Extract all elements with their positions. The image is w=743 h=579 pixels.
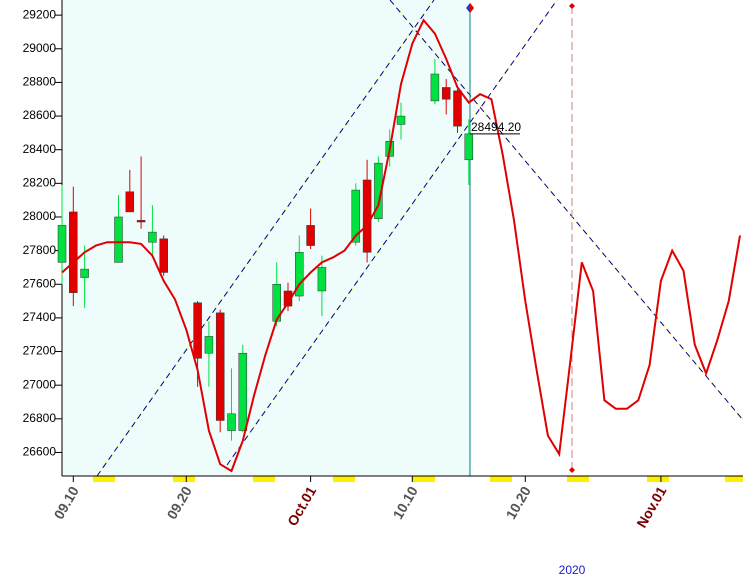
candle-body: [114, 216, 123, 263]
candle-body: [362, 179, 372, 253]
forecast-line: [61, 18, 741, 473]
candle-body: [306, 225, 315, 246]
y-tick-label: 28600: [23, 108, 57, 122]
y-tick-label: 29200: [23, 7, 57, 21]
y-tick-label: 27800: [23, 243, 57, 257]
candle-body: [148, 231, 157, 243]
trend-lines: [96, 0, 743, 477]
candle-body: [227, 413, 236, 431]
candle-body: [351, 189, 361, 243]
candle-body: [193, 302, 202, 359]
x-tick-label: 10.20: [503, 483, 534, 522]
y-tick-label: 29000: [23, 41, 57, 55]
x-tick-label: Oct.01: [284, 483, 319, 528]
marker: [569, 467, 575, 473]
candle-body: [396, 115, 406, 125]
x-tick-label: 10.10: [390, 483, 421, 522]
candle-body: [430, 73, 440, 102]
candle-body: [441, 87, 451, 100]
y-tick-label: 27000: [23, 377, 57, 391]
marker: [569, 3, 575, 9]
candle-body: [125, 191, 135, 213]
y-tick-label: 27600: [23, 276, 57, 290]
candle-body: [204, 336, 214, 354]
candle-body: [69, 211, 78, 293]
candle-body: [283, 290, 293, 307]
x-tick-label: 09.20: [164, 483, 195, 522]
price-label: 28494.20: [471, 120, 521, 134]
candle-body: [374, 162, 383, 219]
candle-body: [464, 133, 474, 161]
candle-body: [159, 238, 168, 273]
candle-body: [453, 90, 462, 127]
candle-body: [136, 220, 146, 223]
candle-body: [317, 267, 327, 292]
candle-body: [238, 352, 248, 431]
marker: [470, 3, 474, 13]
candle-body: [57, 225, 67, 263]
axis-bands: [93, 476, 743, 482]
year-label: 2020: [559, 563, 586, 577]
candle-body: [80, 268, 89, 278]
y-tick-label: 26600: [23, 445, 57, 459]
candle-body: [295, 252, 304, 297]
x-tick-label: 09.10: [51, 483, 82, 522]
y-tick-label: 28200: [23, 176, 57, 190]
x-tick-label: Nov.01: [633, 483, 669, 530]
y-tick-label: 28800: [23, 75, 57, 89]
candle-body: [215, 312, 225, 421]
y-tick-label: 26800: [23, 411, 57, 425]
y-tick-label: 28400: [23, 142, 57, 156]
y-tick-label: 27200: [23, 344, 57, 358]
y-tick-label: 28000: [23, 209, 57, 223]
y-tick-label: 27400: [23, 310, 57, 324]
